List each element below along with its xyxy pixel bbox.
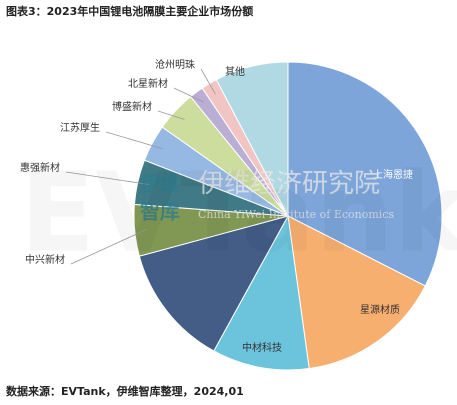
pie-slice [215, 61, 289, 217]
slice-label: 上海恩捷 [373, 168, 413, 181]
leader-line [200, 68, 216, 95]
slice-label: 河北金力 [130, 321, 170, 334]
slice-label: 中材科技 [242, 341, 282, 354]
slice-label: 江苏厚生 [60, 121, 100, 134]
leader-line [173, 87, 204, 103]
pie-slice [138, 215, 290, 352]
source-note: 数据来源：EVTank，伊维智库整理，2024,01 [6, 384, 244, 398]
pie-slice [287, 61, 443, 287]
leader-line [65, 171, 150, 186]
watermark-text: 伊维经济研究院 [198, 169, 380, 199]
pie [133, 61, 443, 371]
watermark-text: China YiWei Institute of Economics [198, 208, 394, 221]
slice-label: 其他 [225, 65, 245, 78]
slice-label: 中兴新材 [25, 253, 65, 266]
watermark: 伊维 智库 伊维经济研究院 China YiWei Institute of E… [20, 148, 457, 276]
slice-label: 博盛新材 [112, 100, 152, 113]
slice-label: 惠强新材 [20, 161, 60, 174]
leader-line [105, 131, 164, 150]
watermark-text: 伊维 [139, 172, 180, 196]
leader-line [70, 228, 148, 265]
watermark-text: 智库 [140, 200, 180, 224]
slice-label: 北星新材 [128, 77, 168, 90]
leader-line [157, 110, 185, 120]
watermark-text: EVTank [20, 148, 457, 276]
pie-slice [213, 214, 310, 371]
slice-label: 沧州明珠 [155, 58, 195, 71]
pie-slice [287, 215, 426, 370]
chart-title: 图表3：2023年中国锂电池隔膜主要企业市场份额 [6, 4, 253, 18]
slice-label: 星源材质 [360, 303, 400, 316]
